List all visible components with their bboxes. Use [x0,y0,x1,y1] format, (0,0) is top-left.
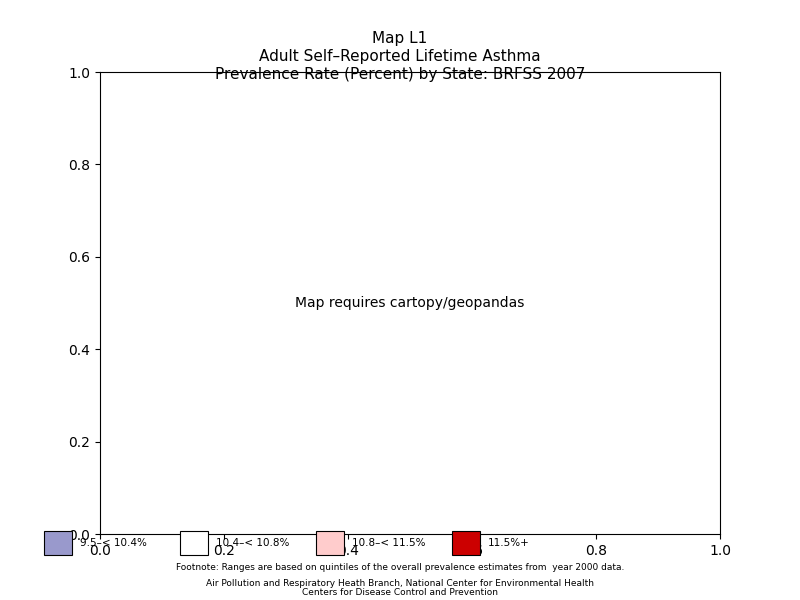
Text: Map L1: Map L1 [372,31,428,46]
Text: Air Pollution and Respiratory Heath Branch, National Center for Environmental He: Air Pollution and Respiratory Heath Bran… [206,578,594,588]
Text: 10.8–< 11.5%: 10.8–< 11.5% [352,538,426,548]
Text: 10.4–< 10.8%: 10.4–< 10.8% [216,538,290,548]
Text: Adult Self–Reported Lifetime Asthma: Adult Self–Reported Lifetime Asthma [259,49,541,64]
Text: 11.5%+: 11.5%+ [488,538,530,548]
Text: Footnote: Ranges are based on quintiles of the overall prevalence estimates from: Footnote: Ranges are based on quintiles … [176,563,624,571]
Text: 9.5–< 10.4%: 9.5–< 10.4% [80,538,147,548]
Text: Map requires cartopy/geopandas: Map requires cartopy/geopandas [295,296,525,310]
Text: Centers for Disease Control and Prevention: Centers for Disease Control and Preventi… [302,588,498,598]
Text: Prevalence Rate (Percent) by State: BRFSS 2007: Prevalence Rate (Percent) by State: BRFS… [215,67,585,82]
